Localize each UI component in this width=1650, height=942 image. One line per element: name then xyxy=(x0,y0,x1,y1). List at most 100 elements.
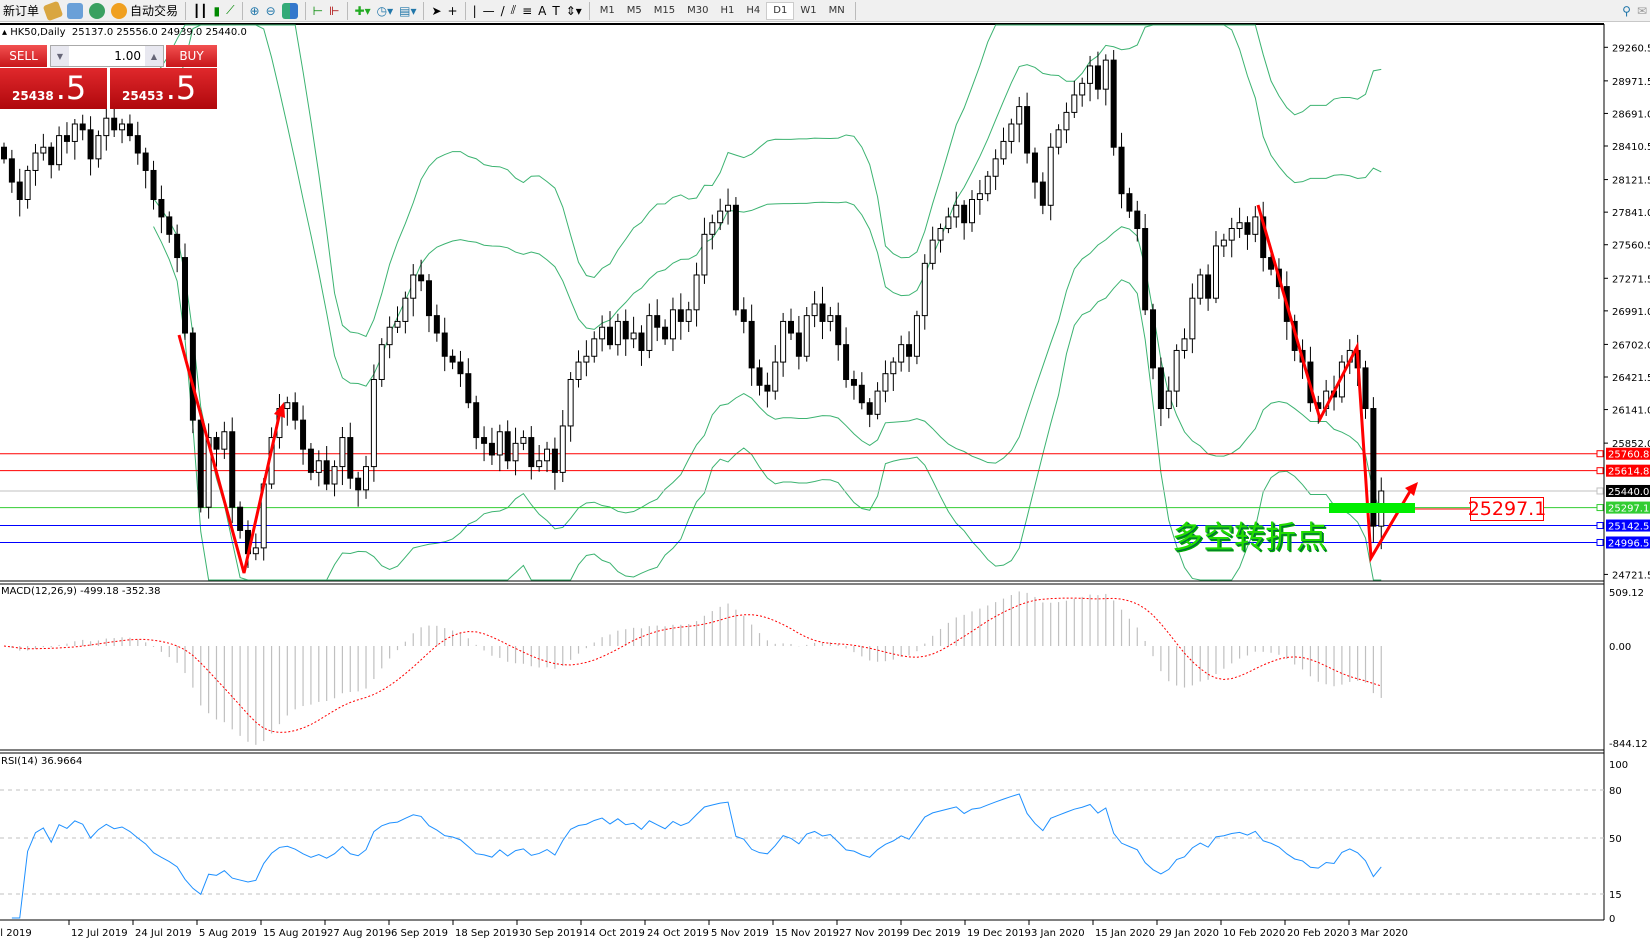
timeframe-h1[interactable]: H1 xyxy=(720,5,735,16)
lot-increase-button[interactable]: ▲ xyxy=(145,46,163,66)
market-icon[interactable] xyxy=(86,1,108,21)
chat-icon[interactable]: ✉ xyxy=(1636,3,1647,18)
chart-shift-icon[interactable]: ⊢ xyxy=(312,3,324,18)
crosshair-icon[interactable]: + xyxy=(447,3,458,18)
candle-body xyxy=(575,361,582,380)
candle xyxy=(662,319,669,345)
candle xyxy=(858,372,865,410)
candle-body xyxy=(315,460,322,473)
level-handle[interactable] xyxy=(1596,522,1604,530)
candle xyxy=(1165,376,1172,419)
timeframe-h4[interactable]: H4 xyxy=(746,5,761,16)
candle-body xyxy=(882,373,889,392)
level-price-tag xyxy=(1606,519,1650,532)
timeframe-m30[interactable]: M30 xyxy=(687,5,709,16)
bar-chart-icon[interactable]: ┃┃ xyxy=(193,3,208,18)
date-label: 29 Jan 2020 xyxy=(1159,928,1219,939)
tile-windows-icon[interactable] xyxy=(279,1,301,21)
timeframe-mn[interactable]: MN xyxy=(828,5,845,16)
timeframe-w1[interactable]: W1 xyxy=(800,5,817,16)
text-label-icon[interactable]: T xyxy=(552,3,560,18)
timeframe-m5[interactable]: M5 xyxy=(626,5,642,16)
bollinger-lower xyxy=(153,198,1382,581)
lot-size-input[interactable]: ▼ 1.00 ▲ xyxy=(50,45,164,67)
candle-body xyxy=(945,216,952,230)
candle xyxy=(481,426,488,462)
indicators-icon[interactable]: ✚▾ xyxy=(354,3,371,18)
autoscroll-icon[interactable]: ⊩ xyxy=(329,3,340,18)
level-handle[interactable] xyxy=(1596,467,1604,475)
candle xyxy=(1142,214,1149,316)
ohlc-readout: 25137.0 25556.0 24939.0 25440.0 xyxy=(71,27,247,38)
signals-icon[interactable] xyxy=(64,1,86,21)
zoom-out-icon[interactable]: ⊖ xyxy=(265,3,276,18)
vertical-line-icon[interactable]: | xyxy=(472,3,477,18)
fibonacci-icon[interactable]: ≡ xyxy=(522,3,533,18)
candle-body xyxy=(229,431,236,508)
candle xyxy=(740,297,747,334)
candle xyxy=(1260,201,1267,272)
sell-button[interactable]: SELL xyxy=(0,45,47,67)
buy-price[interactable]: 25453.5 xyxy=(110,68,217,109)
candle-body xyxy=(87,129,94,160)
candle-body xyxy=(756,367,763,386)
level-handle[interactable] xyxy=(1596,538,1604,546)
text-icon[interactable]: A xyxy=(538,3,547,18)
price-tick-label: 27560.5 xyxy=(1612,241,1650,252)
candle xyxy=(1157,357,1164,427)
price-tick-label: 29260.5 xyxy=(1612,43,1650,54)
trendline-icon[interactable]: / xyxy=(500,3,505,18)
cursor-icon[interactable]: ➤ xyxy=(431,3,442,18)
candle-body xyxy=(252,547,259,555)
level-handle[interactable] xyxy=(1596,504,1604,512)
sell-price-frac: .5 xyxy=(55,69,87,107)
toolbar: 新订单 自动交易 ┃┃ ▮ ⟋ ⊕ ⊖ ⊢ ⊩ ✚▾ ◷▾ ▤▾ ➤ + | —… xyxy=(0,0,1650,22)
candle-body xyxy=(913,315,920,357)
timeframe-m1[interactable]: M1 xyxy=(599,5,615,16)
candlestick-icon[interactable]: ▮ xyxy=(213,3,221,18)
price-tick-label: 28121.5 xyxy=(1612,176,1650,187)
equidistant-channel-icon[interactable]: ⫽ xyxy=(510,3,517,17)
candle-body xyxy=(1024,106,1031,154)
candle-body xyxy=(1,146,7,160)
price-label-box[interactable]: 25297.1 xyxy=(1467,497,1547,521)
bollinger-upper xyxy=(153,24,1382,387)
trend-arrow-1[interactable] xyxy=(177,334,282,574)
auto-trading-button[interactable]: 自动交易 xyxy=(108,1,181,21)
sell-price[interactable]: 25438.5 xyxy=(0,68,107,109)
candle-body xyxy=(646,315,653,351)
lot-decrease-button[interactable]: ▼ xyxy=(51,46,69,66)
timeframe-d1[interactable]: D1 xyxy=(766,1,795,20)
candle xyxy=(315,450,322,487)
candle xyxy=(229,417,236,524)
zoom-in-icon[interactable]: ⊕ xyxy=(249,3,260,18)
arrows-icon[interactable]: ⇕▾ xyxy=(565,3,582,18)
new-order-button[interactable]: 新订单 xyxy=(0,1,42,21)
buy-button[interactable]: BUY xyxy=(166,45,217,67)
periods-icon[interactable]: ◷▾ xyxy=(376,3,394,18)
line-chart-icon[interactable]: ⟋ xyxy=(226,3,235,17)
level-handle[interactable] xyxy=(1596,450,1604,458)
experts-icon[interactable] xyxy=(42,0,64,21)
candle xyxy=(103,108,110,151)
candle xyxy=(937,223,944,253)
level-price-label: 25297.1 xyxy=(1608,504,1649,515)
templates-icon[interactable]: ▤▾ xyxy=(399,3,417,18)
trend-arrow-2[interactable] xyxy=(1256,204,1414,563)
candle xyxy=(142,147,149,189)
timeframe-m15[interactable]: M15 xyxy=(653,5,676,16)
candle xyxy=(717,198,724,231)
level-price-tag xyxy=(1606,484,1650,497)
annotation-text[interactable]: 多空转折点 xyxy=(1172,520,1327,556)
candle xyxy=(221,421,228,459)
candle xyxy=(386,316,393,359)
candle xyxy=(1252,206,1259,243)
horizontal-line-icon[interactable]: — xyxy=(482,3,495,18)
search-icon[interactable]: ⚲ xyxy=(1622,3,1631,18)
one-click-trading-panel: SELL ▼ 1.00 ▲ BUY 25438.5 25453.5 xyxy=(0,45,218,109)
date-label: 15 Aug 2019 xyxy=(263,928,327,939)
level-handle[interactable] xyxy=(1596,487,1604,495)
lot-value[interactable]: 1.00 xyxy=(114,49,141,63)
candle-body xyxy=(953,204,960,218)
